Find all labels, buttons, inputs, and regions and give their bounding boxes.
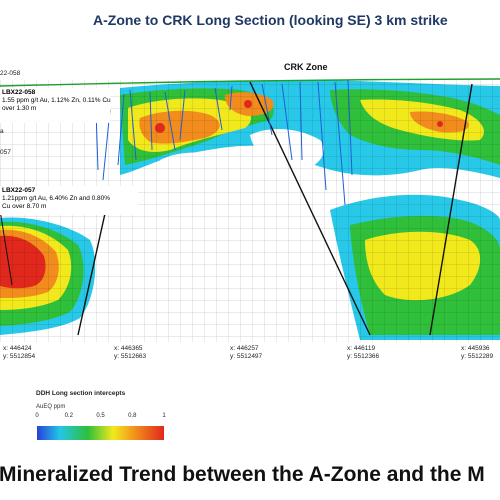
coordinate-label: x: 446365 y: 5512663 <box>114 345 146 361</box>
fault-line-left <box>77 199 109 336</box>
section-title: A-Zone to CRK Long Section (looking SE) … <box>93 12 448 28</box>
coordinate-y: y: 5512854 <box>3 353 36 360</box>
coordinate-label: x: 445936 y: 5512289 <box>461 345 493 361</box>
annotation-width: Cu over 8.70 m <box>2 203 47 210</box>
coordinate-y: y: 5512663 <box>114 353 147 360</box>
legend-tick: 1 <box>162 413 166 419</box>
coordinate-y: y: 5512497 <box>230 353 263 360</box>
legend-tick: 0 <box>35 413 39 419</box>
legend-tick: 0.5 <box>96 413 105 419</box>
left-fragment-057: 057 <box>0 149 11 156</box>
annotation-grade: 1.21ppm g/t Au, 6.40% Zn and 0.80% <box>2 195 111 202</box>
legend-title: DDH Long section intercepts <box>36 390 126 397</box>
legend-color-scale <box>37 426 164 440</box>
legend-tick: 0.2 <box>64 413 73 419</box>
surface-line <box>0 78 500 87</box>
annotation-hole-id: LBX22-057 <box>2 187 36 194</box>
coordinate-x: x: 446365 <box>114 345 143 352</box>
long-section-map <box>0 78 500 342</box>
figure-caption: Mineralized Trend between the A-Zone and… <box>0 463 485 486</box>
coordinate-y: y: 5512366 <box>347 353 380 360</box>
annotation-grade: 1.55 ppm g/t Au, 1.12% Zn, 0.11% Cu <box>2 97 111 104</box>
left-fragment-a: a <box>0 128 4 135</box>
coordinate-y: y: 5512289 <box>461 353 494 360</box>
fault-line-right <box>429 83 473 336</box>
intercept-annotation-lbx22-057: LBX22-057 1.21ppm g/t Au, 6.40% Zn and 0… <box>0 186 138 215</box>
intercept-annotation-lbx22-058: LBX22-058 1.55 ppm g/t Au, 1.12% Zn, 0.1… <box>0 88 111 123</box>
legend-unit: AuEQ ppm <box>36 404 66 410</box>
coordinate-x: x: 446119 <box>347 345 376 352</box>
coordinate-x: x: 446257 <box>230 345 259 352</box>
legend-tick: 0.8 <box>128 413 137 419</box>
annotation-width: over 1.30 m <box>2 105 37 112</box>
coordinate-label: x: 446424 y: 5512854 <box>3 345 35 361</box>
annotation-hole-id: LBX22-058 <box>2 89 36 96</box>
coordinate-label: x: 446257 y: 5512497 <box>230 345 262 361</box>
legend-ticks: 0 0.2 0.5 0.8 1 <box>35 413 166 423</box>
coordinate-x: x: 446424 <box>3 345 32 352</box>
edge-label: 22-058 <box>0 70 21 77</box>
zone-label: CRK Zone <box>284 62 328 72</box>
coordinate-x: x: 445936 <box>461 345 490 352</box>
coordinate-label: x: 446119 y: 5512366 <box>347 345 379 361</box>
